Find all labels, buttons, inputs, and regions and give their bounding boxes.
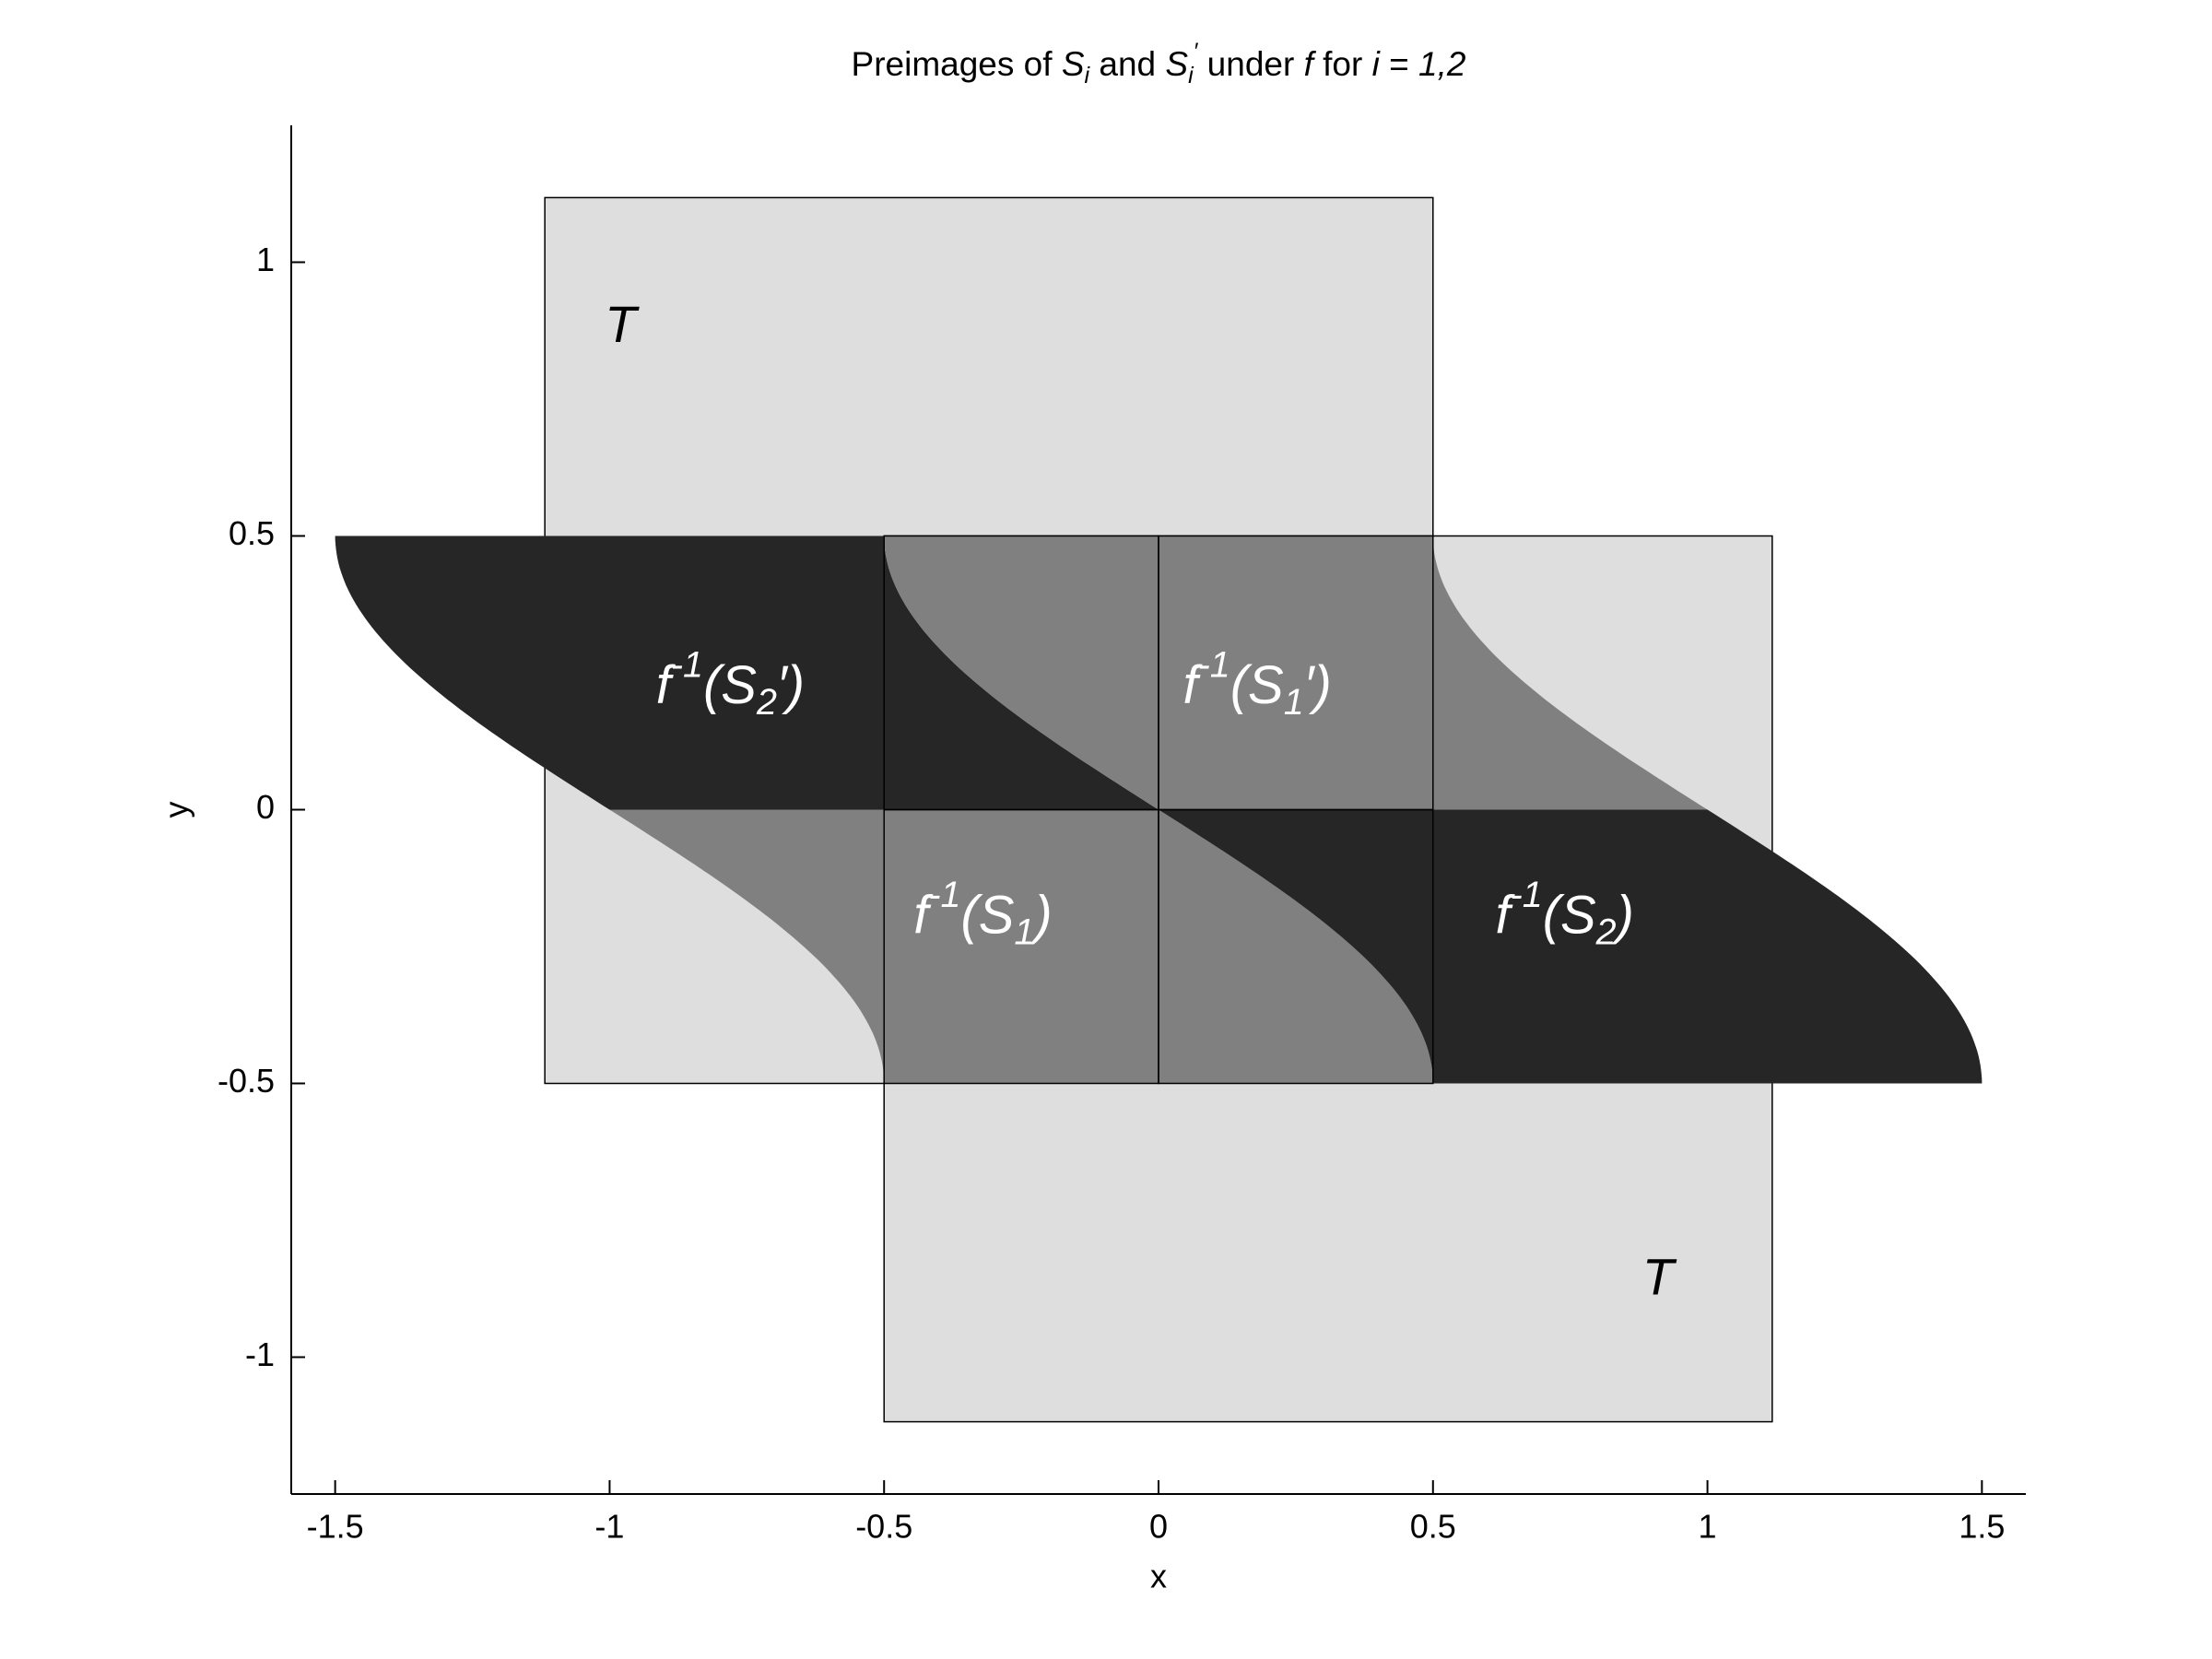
text-part: 1	[1284, 683, 1304, 724]
text-part: 1,2	[1418, 45, 1466, 83]
text-part: (S	[1230, 655, 1284, 715]
text-part: i	[1188, 63, 1194, 88]
preimage-region	[884, 535, 1708, 810]
text-part: 2	[756, 683, 777, 724]
preimage-region	[1159, 809, 1983, 1084]
annotation: T	[605, 295, 640, 353]
text-part: (S	[703, 655, 757, 715]
text-part: -1	[928, 876, 960, 916]
text-part: T	[605, 295, 640, 353]
annotation: f-1(S1′)	[1183, 645, 1332, 724]
y-tick-label: -1	[245, 1335, 275, 1373]
y-tick-label: -0.5	[218, 1062, 275, 1100]
x-tick-label: -1	[594, 1508, 624, 1546]
x-tick-label: 0	[1149, 1508, 1168, 1546]
x-tick-label: -1.5	[307, 1508, 364, 1546]
text-part: i	[1372, 45, 1382, 83]
text-part: -1	[1198, 645, 1230, 686]
text-part: ′)	[777, 655, 805, 715]
text-part: ′)	[1304, 655, 1332, 715]
text-part: ′	[1194, 39, 1199, 65]
text-part: i	[1085, 63, 1091, 88]
x-axis-label: x	[1150, 1558, 1167, 1595]
x-tick-label: 1.5	[1959, 1508, 2005, 1546]
text-part: T	[1642, 1247, 1677, 1305]
text-part: for	[1313, 45, 1372, 83]
text-part: under	[1197, 45, 1303, 83]
x-tick-label: -0.5	[855, 1508, 912, 1546]
text-part: -1	[1511, 876, 1543, 916]
x-tick-label: 1	[1699, 1508, 1717, 1546]
text-part: 1	[1014, 912, 1034, 953]
annotation: f-1(S1)	[913, 876, 1052, 954]
preimage-region	[609, 809, 1433, 1084]
y-tick-label: 0.5	[229, 514, 275, 552]
chart-title: Preimages of Si and Si′ under f for i = …	[852, 39, 1466, 88]
text-part: S	[1062, 45, 1085, 83]
text-part: (S	[1543, 886, 1596, 946]
text-part: (S	[960, 886, 1014, 946]
text-part: and	[1089, 45, 1165, 83]
y-tick-label: 0	[256, 788, 275, 826]
text-part: 2	[1595, 912, 1617, 953]
text-part: Preimages of	[852, 45, 1062, 83]
y-axis-label: y	[158, 802, 195, 818]
text-part: =	[1380, 45, 1418, 83]
text-part: S	[1165, 45, 1188, 83]
preimage-region	[335, 535, 1159, 810]
y-tick-label: 1	[256, 241, 275, 278]
cell-outline	[1158, 808, 1434, 1085]
text-part: -1	[671, 645, 703, 686]
annotation: T	[1642, 1247, 1677, 1305]
annotation: f-1(S2)	[1495, 876, 1633, 954]
x-tick-label: 0.5	[1410, 1508, 1456, 1546]
